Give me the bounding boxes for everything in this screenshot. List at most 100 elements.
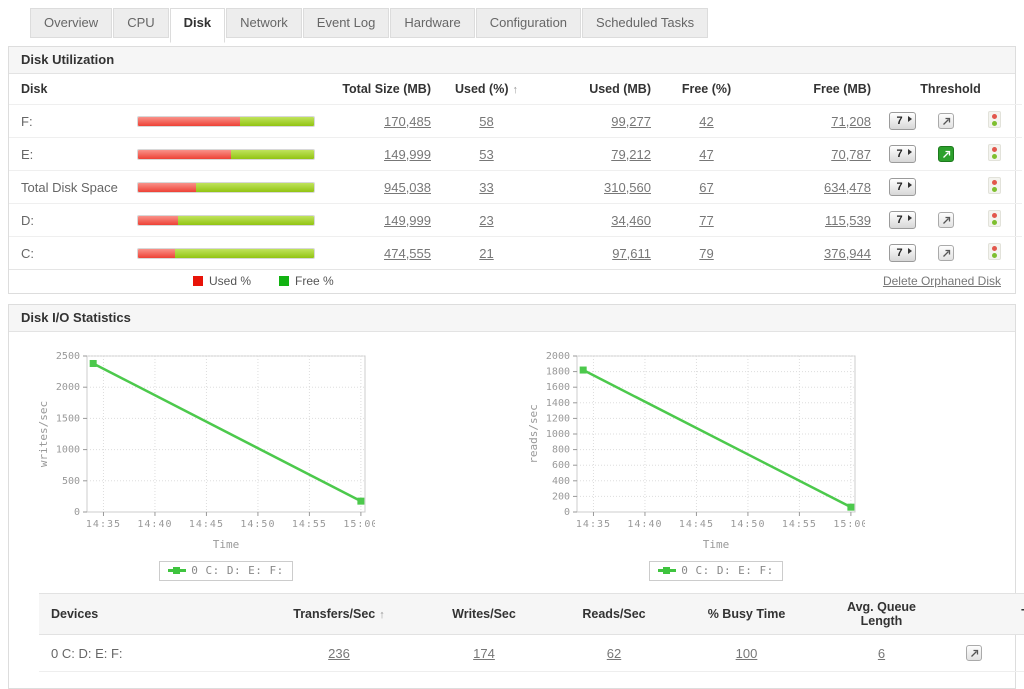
seven-day-report-button[interactable]: 7: [888, 145, 916, 163]
used-mb-value[interactable]: 34,460: [611, 212, 651, 228]
col-header-transfers[interactable]: Transfers/Sec ↑: [264, 593, 414, 635]
used-mb-value[interactable]: 310,560: [604, 179, 651, 195]
threshold-red-dot: [992, 114, 997, 119]
threshold-icon[interactable]: [988, 111, 1001, 128]
used-pct-value[interactable]: 58: [479, 113, 494, 129]
table-row-total: Total Disk Space 945,038 33 310,560 67 6…: [9, 170, 1023, 204]
used-pct-value[interactable]: 21: [479, 245, 494, 261]
monitor-launch-icon[interactable]: [938, 212, 954, 228]
threshold-icon[interactable]: [988, 210, 1001, 227]
io-charts: 0 500 1000 1500 2000 2500 14:35 14:40 14:45 14:50…: [9, 332, 1015, 585]
delete-orphaned-disk-link[interactable]: Delete Orphaned Disk: [882, 274, 1001, 288]
svg-text:14:55: 14:55: [782, 519, 817, 530]
seven-day-report-button[interactable]: 7: [888, 178, 916, 196]
io-table-row: 0 C: D: E: F: 236 174 62 100 6: [39, 634, 1024, 672]
total-size-value[interactable]: 170,485: [384, 113, 431, 129]
svg-text:500: 500: [62, 476, 80, 487]
seven-day-report-button[interactable]: 7: [888, 112, 916, 130]
used-pct-value[interactable]: 53: [479, 146, 494, 162]
col-header-writes[interactable]: Writes/Sec: [414, 593, 554, 635]
free-pct-value[interactable]: 67: [699, 179, 714, 195]
free-pct-value[interactable]: 77: [699, 212, 714, 228]
col-header-total-size[interactable]: Total Size (MB): [342, 82, 431, 96]
tab-cpu[interactable]: CPU: [113, 8, 169, 38]
svg-text:14:45: 14:45: [679, 519, 714, 530]
total-size-value[interactable]: 945,038: [384, 179, 431, 195]
free-pct-value[interactable]: 79: [699, 245, 714, 261]
svg-text:14:50: 14:50: [240, 519, 275, 530]
used-mb-value[interactable]: 79,212: [611, 146, 651, 162]
free-pct-value[interactable]: 47: [699, 146, 714, 162]
table-row-e: E: 149,999 53 79,212 47 70,787 7: [9, 137, 1023, 171]
usage-bar: [137, 215, 315, 226]
transfers-value[interactable]: 236: [328, 645, 350, 661]
seven-day-report-button[interactable]: 7: [888, 211, 916, 229]
queue-length-value[interactable]: 6: [877, 645, 886, 661]
col-header-free-pct[interactable]: Free (%): [681, 82, 732, 96]
svg-text:0: 0: [564, 507, 570, 518]
col-header-used-pct-label: Used (%): [455, 82, 509, 96]
free-pct-value[interactable]: 42: [699, 113, 714, 129]
usage-bar: [137, 248, 315, 259]
monitor-launch-icon[interactable]: [938, 245, 954, 261]
tab-overview[interactable]: Overview: [30, 8, 113, 38]
svg-text:2000: 2000: [56, 382, 80, 393]
svg-text:14:50: 14:50: [730, 519, 765, 530]
col-header-busy[interactable]: % Busy Time: [674, 593, 819, 635]
sort-asc-icon: ↑: [379, 609, 385, 621]
svg-text:1200: 1200: [546, 413, 570, 424]
used-mb-value[interactable]: 99,277: [611, 113, 651, 129]
monitor-launch-icon[interactable]: [938, 113, 954, 129]
writes-value[interactable]: 174: [473, 645, 495, 661]
total-size-value[interactable]: 149,999: [384, 212, 431, 228]
col-header-queue[interactable]: Avg. Queue Length: [819, 593, 944, 635]
col-header-free-mb[interactable]: Free (MB): [813, 82, 871, 96]
col-header-reads[interactable]: Reads/Sec: [554, 593, 674, 635]
used-pct-value[interactable]: 33: [479, 179, 494, 195]
legend-free: Free %: [279, 274, 334, 288]
reads-value[interactable]: 62: [606, 645, 622, 661]
disk-utilization-title: Disk Utilization: [9, 47, 1015, 74]
used-mb-value[interactable]: 97,611: [612, 245, 651, 261]
usage-bar-used: [138, 216, 179, 225]
free-mb-value[interactable]: 634,478: [824, 179, 871, 195]
col-header-devices[interactable]: Devices: [39, 593, 264, 635]
svg-text:Time: Time: [213, 538, 240, 551]
free-mb-value[interactable]: 115,539: [824, 212, 871, 228]
svg-text:15:00: 15:00: [343, 519, 375, 530]
total-size-value[interactable]: 149,999: [384, 146, 431, 162]
disk-utilization-panel: Disk Utilization Disk Total Size (MB) Us…: [8, 46, 1023, 294]
total-size-value[interactable]: 474,555: [384, 245, 431, 261]
col-header-used-mb[interactable]: Used (MB): [589, 82, 651, 96]
tab-bar: Overview CPU Disk Network Event Log Hardware C…: [0, 0, 1024, 43]
busy-time-value[interactable]: 100: [735, 645, 758, 661]
threshold-icon[interactable]: [988, 177, 1001, 194]
col-header-io-threshold: Threshold: [1004, 593, 1024, 635]
monitor-launch-icon[interactable]: [966, 645, 982, 661]
tab-scheduled-tasks[interactable]: Scheduled Tasks: [582, 8, 709, 38]
threshold-red-dot: [992, 213, 997, 218]
monitor-launch-icon[interactable]: [938, 146, 954, 162]
threshold-icon[interactable]: [988, 144, 1001, 161]
svg-text:1000: 1000: [56, 445, 80, 456]
svg-text:1600: 1600: [546, 382, 570, 393]
col-header-used-pct[interactable]: Used (%) ↑: [439, 74, 534, 105]
svg-text:14:35: 14:35: [576, 519, 611, 530]
usage-bar-free: [174, 249, 314, 258]
writes-legend-label: 0 C: D: E: F:: [191, 564, 284, 577]
free-mb-value[interactable]: 71,208: [831, 113, 871, 129]
used-pct-value[interactable]: 23: [479, 212, 494, 228]
free-mb-value[interactable]: 70,787: [831, 146, 871, 162]
tab-event-log[interactable]: Event Log: [302, 8, 390, 38]
tab-configuration[interactable]: Configuration: [475, 8, 582, 38]
tab-hardware[interactable]: Hardware: [390, 8, 475, 38]
table-header-row: Disk Total Size (MB) Used (%) ↑ Used (MB)…: [9, 74, 1022, 105]
free-mb-value[interactable]: 376,944: [824, 245, 871, 261]
sort-asc-icon: ↑: [512, 84, 518, 96]
tab-network[interactable]: Network: [226, 8, 302, 38]
col-header-disk[interactable]: Disk: [21, 82, 48, 96]
tab-disk[interactable]: Disk: [169, 8, 226, 43]
svg-text:600: 600: [552, 460, 570, 471]
seven-day-report-button[interactable]: 7: [888, 244, 916, 262]
threshold-icon[interactable]: [988, 243, 1001, 260]
